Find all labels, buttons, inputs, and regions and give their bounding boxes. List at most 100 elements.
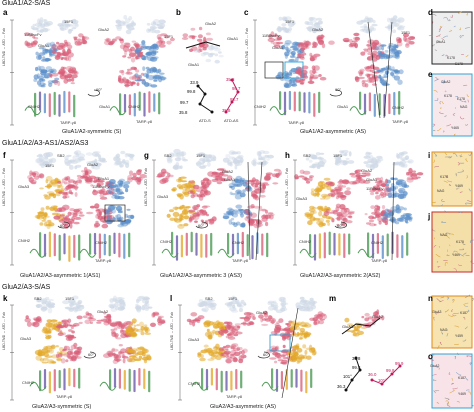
fab-density: [262, 150, 270, 155]
lbd-density: [223, 350, 231, 355]
atd-density: [398, 189, 404, 195]
lbd-density: [323, 211, 330, 217]
scfv-density: [156, 175, 163, 178]
atd-density: [63, 57, 68, 61]
lbd-density: [43, 74, 49, 79]
scfv-density: [74, 40, 82, 46]
fab-density: [94, 153, 101, 157]
lbd-density: [53, 79, 58, 85]
atd-density: [330, 191, 336, 196]
fab-density: [96, 162, 102, 166]
fab-density: [66, 163, 71, 166]
inset-density: [459, 191, 463, 193]
fab-density: [142, 298, 147, 301]
scfv-density: [152, 312, 156, 318]
lbd-density: [309, 73, 315, 79]
label-15f1: 15F1: [228, 296, 238, 301]
fab-density: [363, 155, 371, 159]
lbd-density: [274, 346, 278, 351]
scfv-density: [240, 322, 247, 325]
inset-density: [439, 101, 442, 105]
fab-density: [86, 161, 92, 165]
lbd-density: [96, 212, 102, 217]
lbd-density: [204, 348, 208, 352]
lbd-density: [210, 354, 216, 358]
lbd-density: [397, 79, 403, 85]
lbd-density: [177, 224, 185, 229]
lbd-density: [308, 81, 315, 85]
inset-d: [431, 11, 473, 65]
lbd-density: [60, 358, 66, 364]
lbd-density: [370, 205, 376, 210]
atd-density: [312, 41, 317, 47]
fab-density: [278, 296, 286, 302]
caption-k: GluA2/A3-symmetric (S): [32, 404, 92, 410]
section-title-gluA1-A2-A3: GluA1/A2/A3-AS1/AS2/AS3: [2, 140, 89, 147]
lbd-density: [341, 212, 348, 218]
lbd-density: [342, 223, 346, 227]
fab-density: [262, 160, 267, 165]
scfv-density: [252, 316, 256, 320]
axis-line: [247, 161, 251, 261]
tmd-helix: [123, 233, 126, 259]
lbd-density: [218, 347, 224, 352]
fab-density: [339, 150, 345, 154]
label-15f1: 15F1: [65, 296, 75, 301]
tmd-helix: [109, 369, 112, 390]
atd-density: [226, 325, 233, 329]
lbd-density: [384, 70, 390, 75]
lbd-density: [54, 77, 60, 81]
tmd-helix: [48, 93, 51, 117]
fab-density: [295, 302, 301, 308]
scfv-density: [273, 38, 281, 41]
atd-density: [344, 317, 350, 323]
lbd-density: [256, 220, 263, 225]
inset-density: [455, 96, 459, 98]
atd-density: [387, 192, 393, 198]
lbd-density: [106, 218, 113, 225]
lbd-density: [308, 208, 316, 212]
atd-density: [374, 195, 381, 200]
tmd-helix: [305, 371, 308, 394]
tmd-helix: [293, 91, 296, 112]
fab-density: [112, 295, 117, 301]
fab-density: [122, 21, 129, 27]
lbd-density: [382, 218, 387, 223]
inset-density: [463, 252, 467, 255]
tmd-helix: [78, 234, 81, 261]
lbd-density: [382, 83, 390, 86]
inset-density: [451, 377, 454, 381]
atd-density: [51, 43, 57, 49]
fab-density: [125, 162, 130, 168]
inset-density: [444, 152, 448, 156]
lbd-density: [301, 65, 309, 70]
label-fab: 11B8scFv: [262, 33, 280, 38]
fab-density: [123, 15, 128, 20]
fab-density: [268, 305, 275, 311]
atd-density: [396, 181, 401, 185]
tmd-helix: [68, 91, 71, 113]
fab-density: [36, 304, 41, 309]
fab-density: [40, 164, 45, 168]
tmd-helix: [48, 231, 51, 258]
axis-line: [391, 161, 395, 261]
lbd-density: [138, 355, 143, 360]
atd-density: [395, 181, 400, 186]
panel-label-h: h: [285, 151, 290, 160]
lbd-density: [339, 214, 344, 218]
lbd-density: [147, 74, 155, 81]
inset-density: [441, 101, 444, 104]
label-glua2: GluA2: [222, 169, 234, 174]
lbd-density: [86, 211, 94, 215]
label-tarp: TARP-γ8: [288, 120, 304, 125]
atd-density: [92, 190, 98, 196]
lbd-density: [47, 219, 52, 224]
inset-density: [438, 28, 441, 32]
scfv-density: [405, 43, 410, 48]
cnih2-shape: [79, 248, 97, 258]
scfv-density: [407, 171, 414, 176]
label-rotation: 60°: [337, 223, 344, 228]
inset-density: [459, 155, 462, 158]
lbd-density: [158, 77, 163, 83]
fab-density: [304, 21, 310, 25]
